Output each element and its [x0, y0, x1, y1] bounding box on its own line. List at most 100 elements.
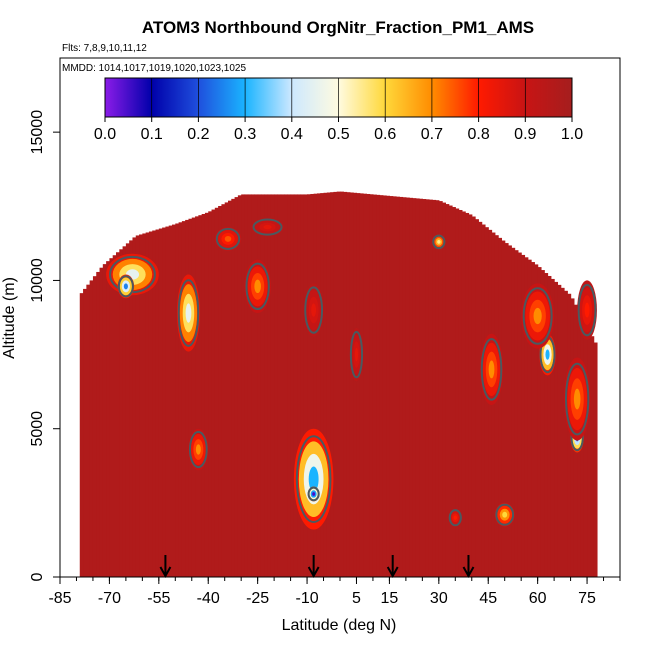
contour-line [480, 338, 503, 401]
heatmap-cell [557, 284, 562, 577]
heatmap-cell [188, 218, 193, 577]
heatmap-cell [544, 273, 549, 577]
heatmap-feature [502, 511, 508, 518]
heatmap-cell [297, 194, 302, 577]
heatmap-cell [409, 197, 414, 577]
heatmap-cell [468, 214, 473, 577]
contour-line [448, 509, 462, 527]
heatmap-cell [267, 194, 272, 577]
heatmap-cell [389, 196, 394, 577]
heatmap-cell [396, 196, 400, 577]
heatmap-feature [224, 235, 232, 242]
y-tick-label: 5000 [29, 411, 46, 447]
heatmap-cell [524, 257, 529, 577]
heatmap-feature [185, 303, 192, 323]
x-tick-label: -40 [197, 590, 220, 607]
colorbar: 0.0 0.1 0.2 0.3 0.4 0.5 0.6 0.7 0.8 0.9 1.0 [94, 77, 583, 143]
heatmap-cell [83, 288, 87, 577]
heatmap-cell [277, 194, 282, 577]
heatmap-cell [402, 197, 407, 577]
heatmap-cell [326, 192, 331, 577]
heatmap-cell [428, 199, 433, 577]
heatmap-feature [263, 224, 272, 230]
heatmap-cell [465, 212, 470, 577]
y-tick-label: 0 [29, 572, 46, 581]
colorbar-tick-label: 0.4 [281, 126, 303, 143]
heatmap-cell [181, 221, 186, 577]
heatmap-cell [86, 284, 91, 577]
heatmap-cell [79, 293, 84, 577]
heatmap-cell [359, 193, 364, 577]
flight-arrow [307, 555, 320, 579]
heatmap-cell [172, 224, 176, 577]
heatmap-cell [445, 204, 450, 577]
flights-text: Flts: 7,8,9,10,11,12 [62, 43, 147, 54]
heatmap-cell [254, 194, 259, 577]
colorbar-tick-label: 0.5 [327, 126, 349, 143]
heatmap-cell [386, 195, 391, 577]
y-axis-label: Altitude (m) [1, 277, 18, 359]
colorbar-tick-label: 0.0 [94, 126, 116, 143]
heatmap-cell [353, 192, 358, 577]
heatmap-cell [392, 196, 397, 577]
heatmap-cell [356, 193, 361, 577]
heatmap-cell [379, 195, 384, 577]
heatmap-cell [340, 191, 344, 577]
x-tick-label: 30 [430, 590, 448, 607]
heatmap-cell [531, 262, 535, 577]
heatmap-cell [376, 194, 381, 577]
contour-line [304, 286, 324, 334]
heatmap-cell [323, 192, 328, 577]
heatmap-cell [257, 194, 262, 577]
heatmap-cell [303, 194, 308, 577]
heatmap-cell [310, 193, 315, 577]
heatmap-cell [336, 191, 341, 577]
heatmap-cell [382, 195, 387, 577]
colorbar-tick-label: 0.1 [141, 126, 163, 143]
heatmap-cell [109, 258, 114, 577]
heatmap-cell [481, 224, 486, 577]
contour-line [177, 279, 200, 347]
heatmap-feature [254, 279, 261, 294]
heatmap-cell [270, 194, 275, 577]
heatmap-cell [405, 197, 410, 577]
heatmap-cell [175, 223, 180, 577]
heatmap-cell [455, 208, 460, 577]
heatmap-cell [208, 211, 213, 577]
heatmap-cell [96, 271, 101, 577]
heatmap-cell [244, 194, 249, 577]
colorbar-tick-label: 0.6 [374, 126, 396, 143]
heatmap-feature [533, 307, 542, 325]
heatmap-feature [488, 360, 495, 379]
heatmap-feature [437, 240, 441, 244]
flight-arrows [159, 555, 475, 579]
heatmap-cell [458, 209, 463, 577]
heatmap-layer [79, 191, 598, 577]
heatmap-feature [354, 347, 359, 362]
heatmap-cell [478, 221, 483, 577]
heatmap-cell [280, 194, 285, 577]
heatmap-cell [471, 216, 476, 577]
heatmap-cell [158, 228, 163, 577]
flight-arrow [159, 555, 172, 579]
heatmap-cell [587, 329, 591, 577]
heatmap-feature [312, 492, 316, 496]
flight-arrow [462, 555, 475, 579]
heatmap-feature [584, 302, 590, 318]
heatmap-cell [92, 276, 97, 577]
contour-line [349, 330, 364, 379]
heatmap-cell [369, 194, 374, 577]
heatmap-cell [168, 225, 173, 577]
heatmap-cell [534, 264, 539, 577]
heatmap-cell [448, 205, 453, 577]
heatmap-cell [214, 207, 219, 577]
heatmap-cell [514, 250, 519, 577]
y-tick-label: 10000 [29, 258, 46, 303]
heatmap-cell [293, 194, 298, 577]
heatmap-cell [185, 219, 190, 577]
heatmap-cell [218, 205, 223, 577]
x-tick-label: -55 [147, 590, 170, 607]
contour-line [577, 283, 597, 337]
heatmap-cell [195, 216, 199, 577]
x-tick-label: 75 [578, 590, 596, 607]
